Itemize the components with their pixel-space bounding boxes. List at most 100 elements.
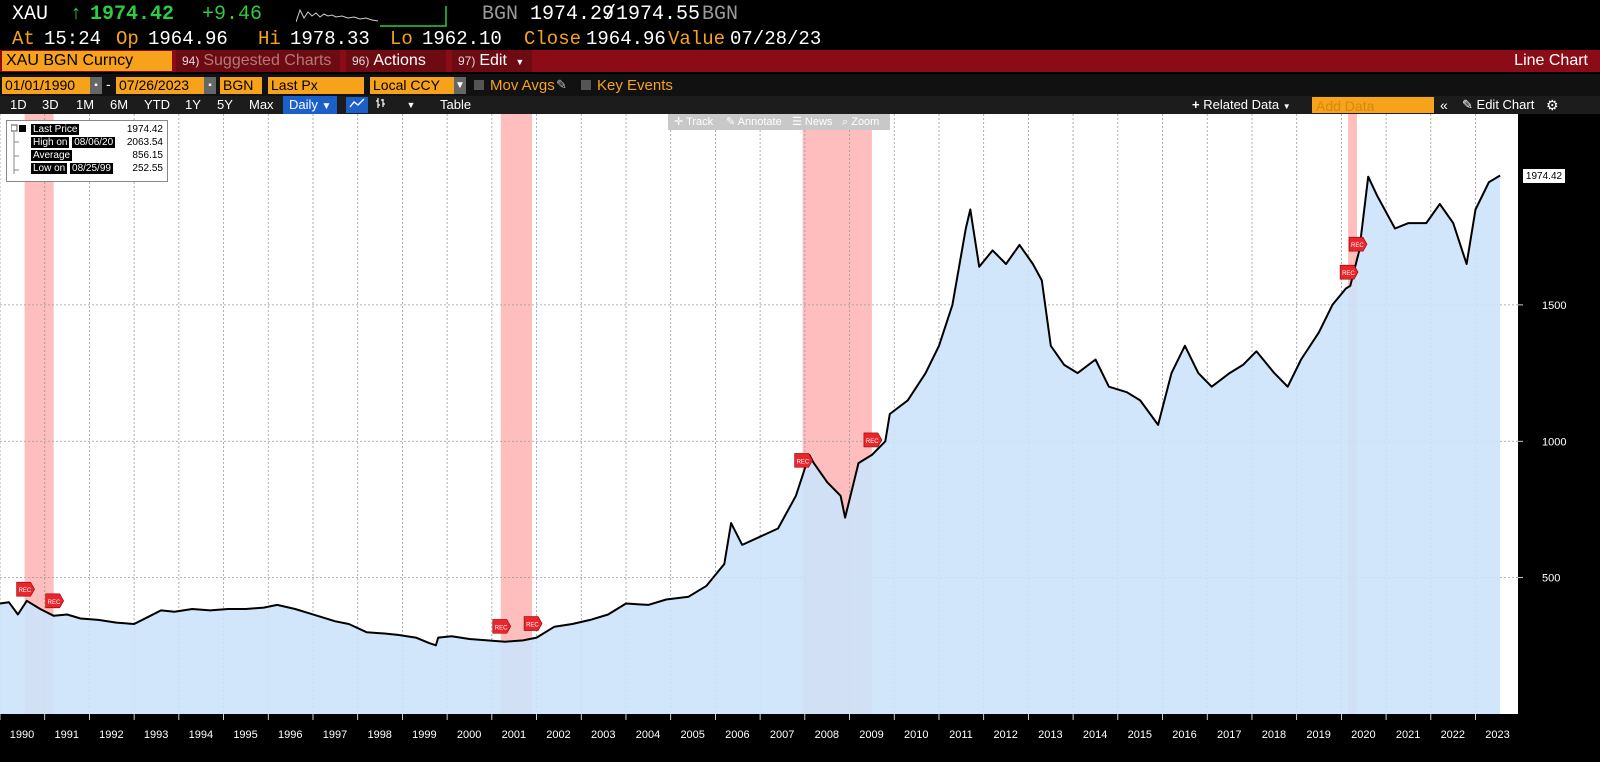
annotate-label: Annotate — [737, 116, 782, 128]
x-tick-label: 1992 — [99, 729, 123, 741]
ask-price: 1974.55 — [616, 3, 701, 26]
x-tick-label: 2013 — [1038, 729, 1062, 741]
rec-marker: REC — [16, 581, 35, 597]
table-button[interactable]: Table — [440, 97, 472, 112]
period-1m[interactable]: 1M — [76, 97, 95, 112]
zoom-label: Zoom — [851, 116, 880, 128]
settings-bar: 01/01/1990 ▪ - 07/26/2023 ▪ BGN Last Px … — [0, 74, 1600, 96]
frequency-dropdown[interactable]: Daily ▼ — [283, 96, 338, 114]
date-range-separator: - — [106, 76, 111, 92]
quote-source: BGN — [482, 3, 519, 26]
period-6m[interactable]: 6M — [110, 97, 129, 112]
x-tick-label: 2008 — [815, 729, 839, 741]
rec-label: REC — [48, 600, 61, 606]
security-input[interactable]: XAU BGN Curncy — [2, 51, 172, 71]
y-tick-label: 1000 — [1542, 436, 1566, 448]
gear-icon[interactable]: ⚙ — [1546, 97, 1559, 113]
mov-avgs-checkbox[interactable] — [474, 80, 484, 90]
period-5y[interactable]: 5Y — [217, 97, 233, 112]
recession-band — [500, 114, 533, 714]
low-label: Lo — [390, 28, 413, 50]
currency-select[interactable]: Local CCY — [370, 77, 454, 94]
x-tick-label: 2003 — [591, 729, 615, 741]
legend-low-label: Low on 08/25/99 — [31, 163, 113, 174]
x-tick-label: 1996 — [278, 729, 302, 741]
rec-marker: REC — [492, 619, 512, 634]
actions-number: 96) — [352, 54, 370, 68]
y-tick-label: 1500 — [1542, 300, 1566, 312]
x-tick-label: 1995 — [233, 729, 257, 741]
x-tick-label: 1997 — [323, 729, 347, 741]
function-toolbar: XAU BGN Curncy 94) Suggested Charts 96) Ac… — [0, 50, 1600, 89]
edit-button[interactable]: 97) Edit ▼ — [452, 50, 532, 72]
calendar-icon[interactable]: ▪ — [204, 77, 216, 94]
rec-marker: REC — [1339, 264, 1359, 280]
pencil-icon[interactable]: ✎ — [556, 77, 567, 92]
ohlc-bars-icon[interactable] — [372, 97, 390, 113]
rec-marker: REC — [45, 593, 65, 609]
x-tick-label: 2020 — [1351, 729, 1375, 741]
x-tick-label: 2014 — [1083, 729, 1107, 741]
stats-bar: At 15:24 Op 1964.96 Hi 1978.33 Lo 1962.1… — [0, 28, 1600, 50]
legend-high-label: High on 08/06/20 — [31, 137, 116, 148]
news-tool[interactable]: ☰ News — [792, 116, 833, 128]
at-label: At — [12, 28, 35, 50]
calendar-icon[interactable]: ▪ — [90, 77, 102, 94]
rec-label: REC — [866, 439, 879, 445]
x-tick-label: 2015 — [1128, 729, 1152, 741]
key-events-checkbox[interactable] — [581, 80, 591, 90]
x-tick-label: 2000 — [457, 729, 481, 741]
key-events-label[interactable]: Key Events — [597, 77, 673, 94]
annotate-tool[interactable]: ✎ Annotate — [726, 116, 782, 128]
legend-tree-icon — [11, 124, 26, 174]
start-date-input[interactable]: 01/01/1990 — [2, 77, 90, 94]
ticker: XAU — [12, 3, 49, 26]
at-value: 15:24 — [44, 28, 102, 50]
related-data-button[interactable]: + Related Data ▼ — [1192, 96, 1291, 116]
value-label: Value — [668, 28, 726, 50]
last-price: 1974.42 — [90, 3, 175, 26]
chart-legend[interactable]: Last Price 1974.42 High on 08/06/20 2063… — [6, 120, 168, 182]
mov-avgs-label[interactable]: Mov Avgs — [490, 77, 555, 94]
add-data-input[interactable]: Add Data — [1312, 97, 1434, 114]
collapse-icon[interactable]: « — [1440, 97, 1448, 113]
x-tick-label: 2012 — [993, 729, 1017, 741]
track-tool[interactable]: ✛ Track — [674, 116, 714, 128]
rec-marker: REC — [1348, 236, 1368, 252]
pricing-source-input[interactable]: BGN — [220, 77, 262, 94]
suggested-charts-button[interactable]: 94) Suggested Charts — [176, 50, 340, 72]
end-date-input[interactable]: 07/26/2023 — [116, 77, 204, 94]
period-1d[interactable]: 1D — [10, 97, 27, 112]
x-tick-label: 2005 — [680, 729, 704, 741]
period-ytd[interactable]: YTD — [144, 97, 170, 112]
y-axis-panel — [1518, 114, 1568, 748]
x-tick-label: 2006 — [725, 729, 749, 741]
line-chart-icon[interactable] — [346, 97, 368, 113]
x-tick-label: 1991 — [54, 729, 78, 741]
price-area — [0, 175, 1501, 714]
legend-average-value: 856.15 — [132, 150, 163, 161]
close-value: 1964.96 — [586, 28, 666, 50]
period-1y[interactable]: 1Y — [185, 97, 201, 112]
rec-flag-icon — [863, 432, 883, 448]
chevron-down-icon[interactable]: ▼ — [406, 100, 416, 110]
rec-label: REC — [19, 588, 32, 594]
period-3d[interactable]: 3D — [42, 97, 59, 112]
caret-down-icon: ▼ — [321, 101, 332, 112]
chevron-down-icon[interactable]: ▼ — [454, 77, 466, 94]
quote-bar: XAU ↑ 1974.42 +9.46 BGN 1974.29 / 1974.5… — [0, 0, 1600, 28]
actions-button[interactable]: 96)Actions ▼ — [346, 50, 446, 89]
edit-chart-button[interactable]: ✎ Edit Chart — [1462, 96, 1534, 114]
x-tick-label: 2022 — [1441, 729, 1465, 741]
period-max[interactable]: Max — [249, 97, 274, 112]
suggested-charts-number: 94) — [182, 54, 200, 68]
x-tick-label: 2004 — [636, 729, 660, 741]
field-input[interactable]: Last Px — [268, 77, 364, 94]
edit-chart-label: Edit Chart — [1476, 97, 1535, 112]
rec-flag-icon — [1348, 236, 1368, 252]
rec-flag-icon — [1339, 264, 1359, 280]
zoom-tool[interactable]: ⌕ Zoom — [842, 116, 880, 128]
period-bar: 1D 3D 1M 6M YTD 1Y 5Y Max Daily ▼ ▼ Tabl… — [0, 96, 1600, 114]
rec-label: REC — [526, 623, 539, 629]
